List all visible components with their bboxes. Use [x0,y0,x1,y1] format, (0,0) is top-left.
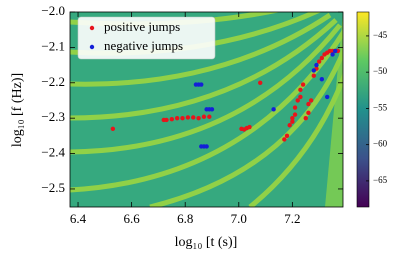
colorbar [356,11,370,208]
point [196,115,201,121]
point [311,68,316,73]
point [333,48,338,54]
point [314,62,319,68]
y-tick-label: −2.3 [41,109,65,124]
point [292,112,298,117]
legend-label: negative jumps [104,38,183,53]
y-tick-label: −2.4 [41,145,65,160]
colorbar-tick-label: −60 [373,139,388,149]
colorbar-tick-label: −50 [373,66,388,76]
legend-marker [89,44,95,50]
point [209,107,215,112]
point [306,101,311,107]
plot-frame [69,11,344,208]
y-tick-label: −2.0 [41,3,65,18]
point [298,94,303,100]
point [300,82,306,87]
x-tick-label: 6.6 [123,211,140,226]
point [282,137,287,142]
point [311,73,316,78]
colorbar-tick-label: −65 [373,175,388,185]
point [180,115,185,121]
point [185,115,191,120]
point [319,55,325,61]
point [308,98,314,103]
x-axis-label: log₁₀ [t (s)] [175,235,238,250]
point [330,52,335,57]
point [199,82,204,87]
point [284,133,290,139]
point [204,144,209,149]
point [169,117,175,122]
x-tick-label: 6.4 [70,211,87,226]
point [247,124,252,130]
point [292,105,298,110]
legend-label: positive jumps [104,19,180,34]
point [303,115,308,121]
point [290,115,295,121]
point [110,126,116,131]
point [164,117,169,123]
y-axis-label: log₁₀ [f (Hz)] [10,73,25,147]
point [271,107,276,112]
point [295,98,300,103]
point [207,114,212,119]
colorbar-tick-label: −55 [373,102,388,112]
point [201,114,207,119]
point [319,77,325,82]
point [258,80,263,85]
point [316,59,322,64]
point [287,123,292,128]
point [191,115,196,120]
x-tick-label: 7.2 [284,211,300,226]
colorbar-tick-label: −45 [373,30,388,40]
x-tick-label: 7.0 [231,211,247,226]
point [174,115,180,121]
point [298,87,303,93]
legend-box [77,16,216,60]
y-tick-label: −2.2 [41,74,65,89]
y-tick-label: −2.1 [41,38,65,53]
point [290,119,295,124]
legend-marker [89,25,95,31]
point [324,94,330,100]
x-tick-label: 6.8 [177,211,193,226]
y-tick-label: −2.5 [41,180,65,195]
point [306,110,311,116]
